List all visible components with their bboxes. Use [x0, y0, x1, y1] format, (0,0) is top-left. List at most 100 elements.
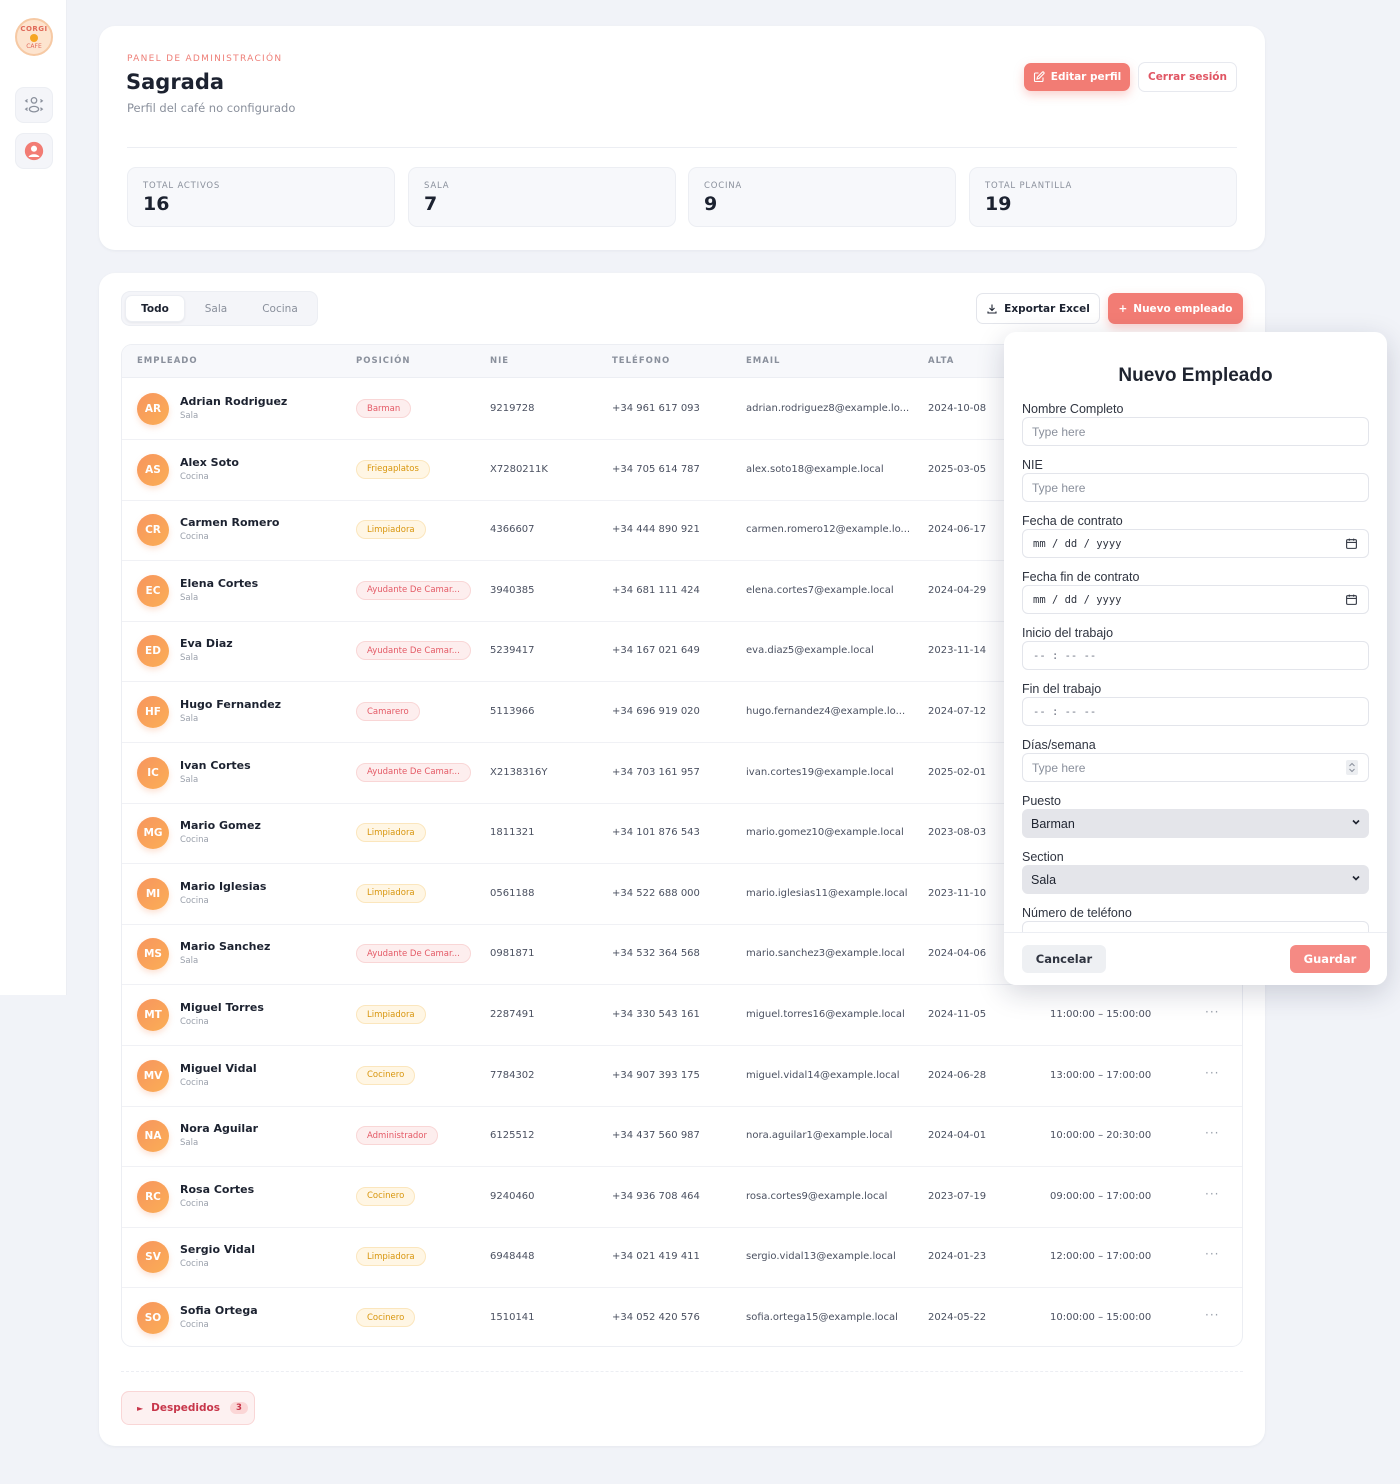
fired-toggle[interactable]: ► Despedidos 3	[121, 1391, 255, 1425]
table-row[interactable]: MI Mario Iglesias Cocina Limpiadora 0561188 +…	[122, 864, 1242, 925]
employee-name[interactable]: Sofia Ortega	[180, 1304, 258, 1317]
calendar-icon[interactable]	[1345, 593, 1358, 606]
table-row[interactable]: CR Carmen Romero Cocina Limpiadora 4366607 +3…	[122, 500, 1242, 562]
table-row[interactable]: SV Sergio Vidal Cocina Limpiadora 6948448 +34…	[122, 1227, 1242, 1289]
more-actions-icon[interactable]: ···	[1205, 1308, 1220, 1322]
schedule-cell: 12:00:00 – 17:00:00	[1050, 1251, 1152, 1263]
section-value: Sala	[1031, 872, 1057, 887]
calendar-icon[interactable]	[1345, 537, 1358, 550]
schedule-cell: 11:00:00 – 15:00:00	[1050, 1009, 1152, 1020]
stat-label: COCINA	[704, 181, 743, 191]
days-per-week-input[interactable]: Type here	[1022, 753, 1369, 782]
employee-section: Cocina	[180, 1077, 209, 1088]
avatar: AR	[137, 393, 169, 425]
cancel-button[interactable]: Cancelar	[1022, 945, 1106, 973]
tab-todo[interactable]: Todo	[125, 295, 185, 322]
new-employee-button[interactable]: + Nuevo empleado	[1108, 293, 1243, 324]
table-row[interactable]: MV Miguel Vidal Cocina Cocinero 7784302 +34 9…	[122, 1046, 1242, 1107]
contract-date-input[interactable]: mm / dd / yyyy	[1022, 529, 1369, 558]
employee-name[interactable]: Alex Soto	[180, 455, 239, 469]
table-row[interactable]: AR Adrian Rodriguez Sala Barman 9219728 +34 9…	[122, 379, 1242, 440]
position-badge: Ayudante De Camar...	[356, 580, 471, 600]
new-employee-modal: Nuevo Empleado Nombre Completo Type here…	[1004, 332, 1387, 985]
stat-label: TOTAL PLANTILLA	[985, 181, 1073, 191]
employee-name[interactable]: Adrian Rodriguez	[180, 395, 288, 408]
phone-cell: +34 101 876 543	[612, 827, 700, 839]
employee-name[interactable]: Mario Iglesias	[180, 879, 267, 893]
nie-cell: 9219728	[490, 403, 535, 414]
divider	[127, 147, 1237, 148]
employee-name[interactable]: Hugo Fernandez	[180, 698, 282, 711]
more-actions-icon[interactable]: ···	[1205, 1065, 1220, 1080]
table-row[interactable]: EC Elena Cortes Sala Ayudante De Camar... 39…	[122, 561, 1242, 622]
more-actions-icon[interactable]: ···	[1205, 1005, 1220, 1019]
work-start-time-input[interactable]: -- : -- --	[1022, 641, 1369, 670]
table-row[interactable]: MT Miguel Torres Cocina Limpiadora 2287491 +3…	[122, 985, 1242, 1046]
nie-input[interactable]: Type here	[1022, 473, 1369, 502]
nie-cell: 1811321	[490, 827, 535, 839]
since-cell: 2024-04-29	[928, 584, 987, 596]
field-label-days-week: Días/semana	[1022, 738, 1096, 752]
user-circle-icon	[24, 141, 44, 161]
table-row[interactable]: SO Sofia Ortega Cocina Cocinero 1510141 +34 0…	[122, 1288, 1242, 1346]
since-cell: 2024-05-22	[928, 1312, 987, 1323]
field-label-nie: NIE	[1022, 458, 1043, 472]
table-row[interactable]: AS Alex Soto Cocina Friegaplatos X7280211K +3…	[122, 440, 1242, 501]
table-row[interactable]: MS Mario Sanchez Sala Ayudante De Camar... 0…	[122, 924, 1242, 986]
sidebar-item-profile[interactable]	[15, 133, 53, 169]
position-select[interactable]: Barman	[1022, 809, 1369, 838]
table-row[interactable]: IC Ivan Cortes Sala Ayudante De Camar... X21…	[122, 743, 1242, 804]
stat-total-active: TOTAL ACTIVOS 16	[127, 167, 395, 227]
employee-name[interactable]: Miguel Torres	[180, 1001, 264, 1014]
email-cell: hugo.fernandez4@example.lo...	[746, 706, 906, 717]
employee-name[interactable]: Eva Diaz	[180, 637, 233, 651]
tab-cocina[interactable]: Cocina	[262, 302, 298, 315]
table-row[interactable]: ED Eva Diaz Sala Ayudante De Camar... 523941…	[122, 621, 1242, 683]
position-badge: Limpiadora	[356, 1247, 426, 1267]
table-row[interactable]: NA Nora Aguilar Sala Administrador 6125512 +3…	[122, 1106, 1242, 1168]
employee-name[interactable]: Rosa Cortes	[180, 1182, 255, 1196]
export-excel-button[interactable]: Exportar Excel	[976, 293, 1100, 324]
edit-profile-button[interactable]: Editar perfil	[1024, 63, 1130, 91]
table-row[interactable]: HF Hugo Fernandez Sala Camarero 5113966 +34 6…	[122, 682, 1242, 743]
since-cell: 2024-04-06	[928, 948, 987, 960]
logo[interactable]: CORGI CAFE	[15, 18, 53, 56]
col-email: EMAIL	[746, 356, 781, 366]
contract-end-date-input[interactable]: mm / dd / yyyy	[1022, 585, 1369, 614]
since-cell: 2025-02-01	[928, 766, 987, 778]
date-placeholder: mm / dd / yyyy	[1033, 593, 1122, 606]
logout-button[interactable]: Cerrar sesión	[1138, 62, 1237, 92]
table-row[interactable]: RC Rosa Cortes Cocina Cocinero 9240460 +34 93…	[122, 1167, 1242, 1228]
since-cell: 2024-06-28	[928, 1069, 987, 1081]
full-name-input[interactable]: Type here	[1022, 417, 1369, 446]
position-badge: Limpiadora	[356, 520, 426, 540]
employee-name[interactable]: Miguel Vidal	[180, 1061, 257, 1075]
employee-name[interactable]: Ivan Cortes	[180, 758, 251, 772]
employee-name[interactable]: Nora Aguilar	[180, 1122, 259, 1136]
work-end-time-input[interactable]: -- : -- --	[1022, 697, 1369, 726]
more-actions-icon[interactable]: ···	[1205, 1186, 1220, 1201]
save-button[interactable]: Guardar	[1290, 945, 1370, 973]
users-icon	[24, 97, 44, 113]
employee-name[interactable]: Sergio Vidal	[180, 1243, 255, 1257]
section-select[interactable]: Sala	[1022, 865, 1369, 894]
more-actions-icon[interactable]: ···	[1205, 1247, 1220, 1262]
sidebar-item-staff[interactable]	[15, 87, 53, 123]
employee-name[interactable]: Mario Sanchez	[180, 940, 271, 954]
more-actions-icon[interactable]: ···	[1205, 1126, 1220, 1141]
col-employee: EMPLEADO	[137, 356, 198, 366]
schedule-cell: 10:00:00 – 20:30:00	[1050, 1130, 1152, 1142]
avatar: NA	[137, 1120, 169, 1153]
spinner-icon[interactable]	[1346, 760, 1358, 775]
employee-name[interactable]: Carmen Romero	[180, 516, 280, 530]
since-cell: 2025-03-05	[928, 463, 987, 475]
email-cell: sofia.ortega15@example.local	[746, 1312, 898, 1323]
stat-cocina: COCINA 9	[688, 167, 956, 227]
stat-sala: SALA 7	[408, 167, 676, 227]
tab-sala[interactable]: Sala	[204, 302, 228, 315]
employee-name[interactable]: Mario Gomez	[180, 819, 261, 833]
employee-name[interactable]: Elena Cortes	[180, 576, 259, 590]
phone-cell: +34 696 919 020	[612, 706, 700, 717]
stat-label: SALA	[424, 181, 450, 191]
position-badge: Cocinero	[356, 1186, 416, 1206]
